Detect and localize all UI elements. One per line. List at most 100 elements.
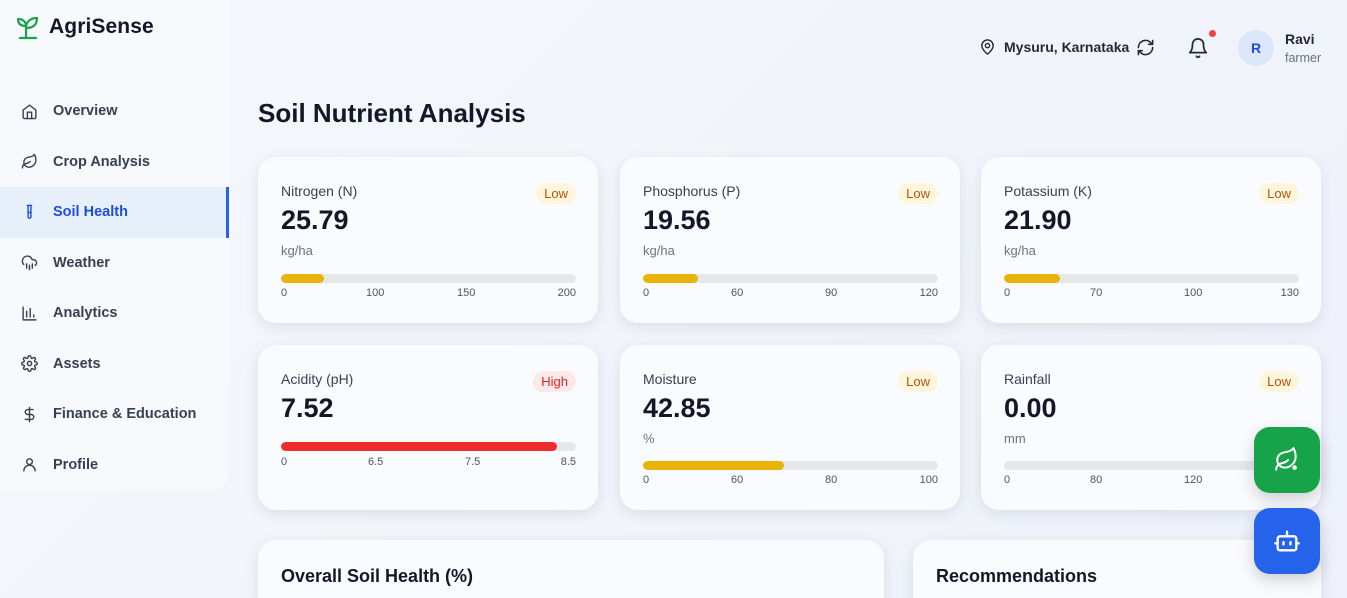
- user-name: Ravi: [1285, 31, 1315, 47]
- tick-label: 0: [281, 456, 288, 468]
- sidebar-item-assets[interactable]: Assets: [0, 339, 229, 390]
- avatar[interactable]: R: [1238, 30, 1274, 66]
- tick-label: 130: [1280, 287, 1299, 299]
- sidebar-nav: Overview Crop Analysis Soil Health Weath…: [0, 86, 229, 490]
- card-unit: kg/ha: [1004, 243, 1036, 258]
- scale-ticks: 0 6.5 7.5 8.5: [281, 456, 576, 470]
- gear-icon: [21, 355, 38, 373]
- sidebar-item-overview[interactable]: Overview: [0, 86, 229, 137]
- tick-label: 8.5: [560, 456, 576, 468]
- tick-label: 0: [643, 287, 650, 299]
- progress-track: [281, 274, 576, 283]
- location-selector[interactable]: Mysuru, Karnataka: [979, 38, 1129, 56]
- chatbot-button[interactable]: [1254, 508, 1320, 574]
- robot-icon: [1274, 530, 1300, 552]
- location-text: Mysuru, Karnataka: [1004, 39, 1130, 55]
- tick-label: 60: [731, 474, 744, 486]
- tick-label: 80: [825, 474, 838, 486]
- tick-label: 60: [731, 287, 744, 299]
- tick-label: 120: [919, 287, 938, 299]
- sidebar-item-label: Assets: [53, 355, 101, 372]
- status-badge: Low: [898, 183, 938, 204]
- card-label: Potassium (K): [1004, 183, 1092, 199]
- sidebar-item-label: Finance & Education: [53, 406, 197, 423]
- tick-label: 150: [457, 287, 476, 299]
- dollar-icon: [24, 406, 35, 423]
- card-value: 25.79: [281, 205, 349, 235]
- progress-fill: [281, 274, 324, 283]
- sidebar: AgriSense Overview Crop Analysis Soil He…: [0, 0, 229, 490]
- tick-label: 70: [1090, 287, 1103, 299]
- progress-fill: [643, 274, 698, 283]
- card-value: 7.52: [281, 393, 334, 423]
- tick-label: 120: [1184, 474, 1203, 486]
- status-badge: Low: [1259, 371, 1299, 392]
- leaf-scan-icon: [1275, 447, 1298, 471]
- card-label: Moisture: [643, 371, 697, 387]
- tick-label: 7.5: [465, 456, 481, 468]
- sidebar-item-label: Soil Health: [53, 204, 128, 221]
- refresh-icon[interactable]: [1136, 38, 1155, 57]
- user-icon: [23, 458, 36, 472]
- card-value: 21.90: [1004, 205, 1072, 235]
- card-value: 0.00: [1004, 393, 1057, 423]
- tick-label: 90: [825, 287, 838, 299]
- sidebar-item-label: Profile: [53, 456, 99, 473]
- progress-track: [643, 461, 938, 470]
- progress-track: [1004, 461, 1299, 470]
- tick-label: 0: [281, 287, 288, 299]
- card-label: Rainfall: [1004, 371, 1051, 387]
- card-label: Nitrogen (N): [281, 183, 358, 199]
- sidebar-item-finance-education[interactable]: Finance & Education: [0, 389, 229, 440]
- bar-chart-icon: [22, 306, 37, 321]
- bell-icon[interactable]: [1187, 37, 1209, 59]
- sidebar-item-weather[interactable]: Weather: [0, 238, 229, 289]
- nutrient-card-potassium: Potassium (K) Low 21.90 kg/ha 0 70 100 1…: [981, 157, 1321, 323]
- sidebar-item-label: Weather: [53, 254, 110, 271]
- status-badge: Low: [898, 371, 938, 392]
- test-tube-icon: [26, 204, 33, 219]
- tick-label: 0: [643, 474, 650, 486]
- notification-dot: [1209, 30, 1216, 37]
- progress-fill: [643, 461, 784, 470]
- tick-label: 100: [1184, 287, 1203, 299]
- scale-ticks: 0 80 120: [1004, 474, 1299, 488]
- card-unit: kg/ha: [643, 243, 675, 258]
- card-label: Acidity (pH): [281, 371, 354, 387]
- tick-label: 0: [1004, 474, 1011, 486]
- app-name: AgriSense: [49, 15, 154, 38]
- tick-label: 0: [1004, 287, 1011, 299]
- nutrient-card-nitrogen: Nitrogen (N) Low 25.79 kg/ha 0 100 150 2…: [258, 157, 598, 323]
- sidebar-item-soil-health[interactable]: Soil Health: [0, 187, 229, 238]
- panel-title: Recommendations: [936, 566, 1098, 586]
- scale-ticks: 0 60 80 100: [643, 474, 938, 488]
- sidebar-item-label: Crop Analysis: [53, 153, 150, 170]
- sprout-icon: [16, 16, 39, 40]
- sidebar-item-profile[interactable]: Profile: [0, 440, 229, 491]
- cloud-rain-icon: [21, 255, 38, 271]
- nutrient-card-moisture: Moisture Low 42.85 % 0 60 80 100: [620, 345, 960, 510]
- progress-track: [643, 274, 938, 283]
- tick-label: 100: [919, 474, 938, 486]
- scale-ticks: 0 70 100 130: [1004, 287, 1299, 301]
- overall-soil-health-panel: Overall Soil Health (%): [258, 540, 884, 598]
- card-value: 19.56: [643, 205, 711, 235]
- leaf-scan-button[interactable]: [1254, 427, 1320, 493]
- brand[interactable]: AgriSense: [16, 14, 154, 40]
- sidebar-item-analytics[interactable]: Analytics: [0, 288, 229, 339]
- sidebar-item-crop-analysis[interactable]: Crop Analysis: [0, 137, 229, 188]
- progress-track: [281, 442, 576, 451]
- avatar-initial: R: [1250, 40, 1262, 56]
- nutrient-card-acidity: Acidity (pH) High 7.52 0 6.5 7.5 8.5: [258, 345, 598, 510]
- recommendations-panel: Recommendations: [913, 540, 1321, 598]
- tick-label: 80: [1090, 474, 1103, 486]
- status-badge: High: [533, 371, 576, 392]
- card-label: Phosphorus (P): [643, 183, 741, 199]
- card-unit: mm: [1004, 431, 1026, 446]
- card-unit: kg/ha: [281, 243, 313, 258]
- tick-label: 200: [557, 287, 576, 299]
- map-pin-icon: [981, 39, 994, 55]
- status-badge: Low: [536, 183, 576, 204]
- status-badge: Low: [1259, 183, 1299, 204]
- progress-track: [1004, 274, 1299, 283]
